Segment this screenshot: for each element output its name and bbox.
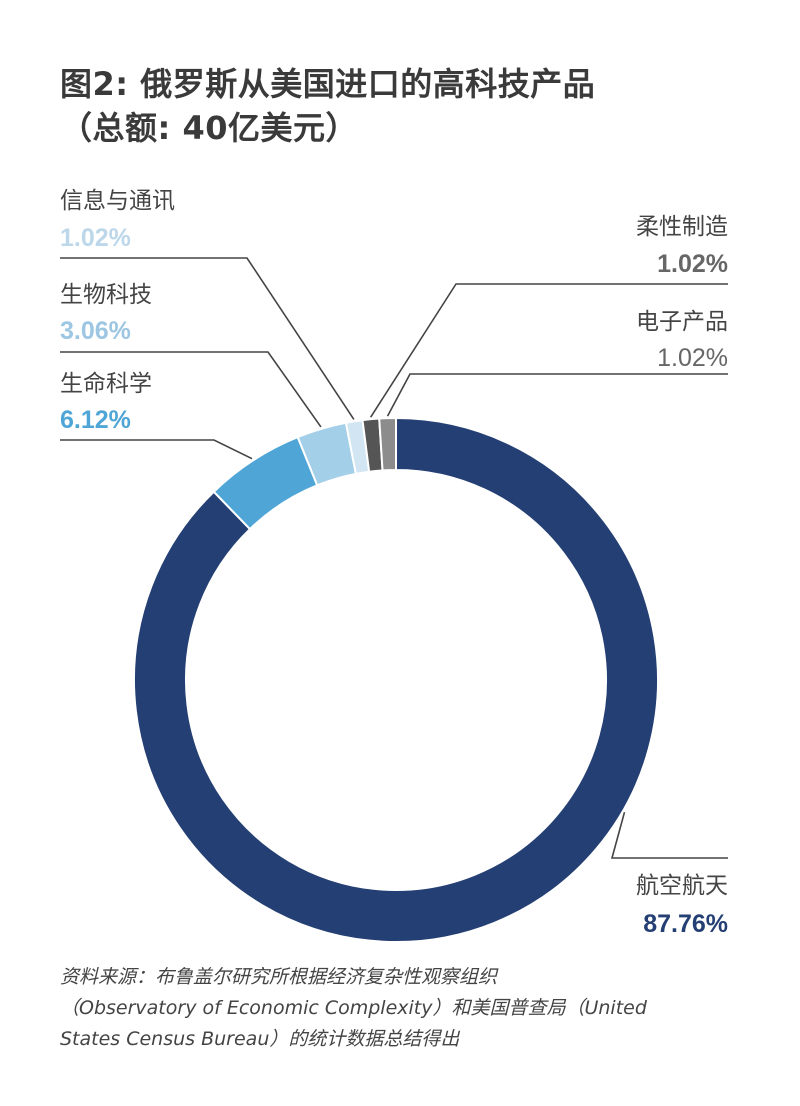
slice-percent-label-2: 3.06% <box>60 317 131 345</box>
leader-lines <box>60 257 728 859</box>
chart-title: 图2: 俄罗斯从美国进口的高科技产品 <box>60 65 596 103</box>
slice-percent-label-5: 1.02% <box>657 344 728 372</box>
leader-line-5 <box>386 373 728 417</box>
leader-line-1 <box>60 439 253 460</box>
donut-slice-5 <box>378 416 397 472</box>
source-line-2: （Observatory of Economic Complexity）和美国普… <box>60 997 647 1019</box>
slice-name-label-1: 生命科学 <box>60 371 152 397</box>
leader-line-4 <box>369 283 728 418</box>
donut-slice-0 <box>133 416 659 943</box>
donut-slices <box>133 416 659 943</box>
slice-percent-label-0: 87.76% <box>643 910 728 938</box>
chart-subtitle: （总额: 40亿美元） <box>60 109 358 147</box>
slice-percent-label-4: 1.02% <box>657 250 728 278</box>
donut-chart: 航空航天 87.76% 生命科学 6.12% 生物科技 3.06% 信息与通讯 1.02% 柔性… <box>60 188 728 943</box>
source-note: 资料来源：布鲁盖尔研究所根据经济复杂性观察组织 （Observatory of … <box>60 962 750 1055</box>
slice-labels: 航空航天 87.76% 生命科学 6.12% 生物科技 3.06% 信息与通讯 1.02% 柔性… <box>60 188 728 938</box>
leader-line-3 <box>60 257 355 420</box>
source-line-3: States Census Bureau）的统计数据总结得出 <box>60 1028 460 1050</box>
slice-percent-label-3: 1.02% <box>60 224 131 252</box>
slice-name-label-3: 信息与通讯 <box>60 188 175 214</box>
slice-name-label-5: 电子产品 <box>636 309 728 335</box>
slice-name-label-2: 生物科技 <box>60 282 152 308</box>
slice-name-label-0: 航空航天 <box>636 873 728 899</box>
slice-name-label-4: 柔性制造 <box>636 214 728 240</box>
slice-percent-label-1: 6.12% <box>60 406 131 434</box>
chart-title-block: 图2: 俄罗斯从美国进口的高科技产品 （总额: 40亿美元） <box>60 62 595 150</box>
leader-line-2 <box>60 351 322 428</box>
source-line-1: 资料来源：布鲁盖尔研究所根据经济复杂性观察组织 <box>60 966 498 988</box>
leader-line-0 <box>610 812 728 859</box>
